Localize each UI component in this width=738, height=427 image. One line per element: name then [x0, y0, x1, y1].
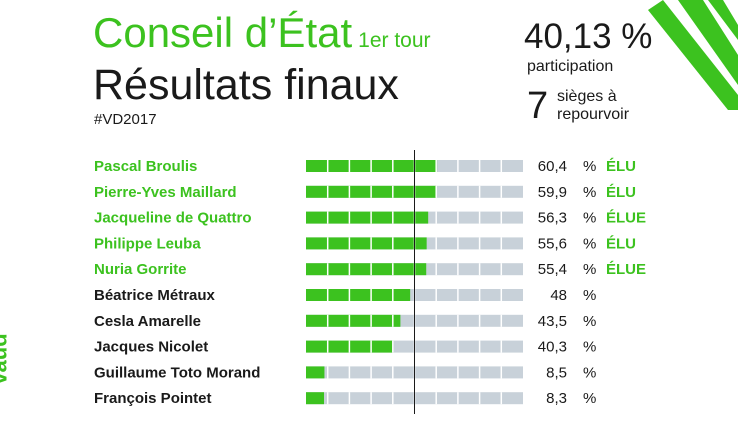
bar [306, 314, 401, 327]
page-title: Conseil d’État 1er tour [93, 10, 431, 64]
candidate-name: Nuria Gorrite [94, 261, 187, 278]
candidate-name: Jacques Nicolet [94, 339, 208, 356]
candidate-name: Philippe Leuba [94, 235, 201, 252]
candidate-name: François Pointet [94, 390, 212, 407]
elected-status: ÉLUE [606, 210, 646, 227]
bar [306, 211, 429, 224]
seats-label: sièges à repourvoir [557, 88, 630, 123]
value-label: 60,4 [538, 158, 567, 175]
value-label: 43,5 [538, 313, 567, 330]
elected-status: ÉLUE [606, 261, 646, 278]
decorative-stripes [648, 0, 738, 110]
value-label: 8,5 [546, 364, 567, 381]
unit-label: % [583, 235, 596, 252]
unit-label: % [583, 210, 596, 227]
value-label: 55,6 [538, 235, 567, 252]
bar [306, 237, 427, 250]
candidate-name: Béatrice Métraux [94, 287, 216, 304]
candidate-name: Guillaume Toto Morand [94, 364, 260, 381]
unit-label: % [583, 339, 596, 356]
value-label: 40,3 [538, 339, 567, 356]
elected-status: ÉLU [606, 158, 636, 175]
turnout-label: participation [527, 58, 614, 75]
candidate-name: Pierre-Yves Maillard [94, 184, 237, 201]
unit-label: % [583, 287, 596, 304]
hashtag: #VD2017 [94, 111, 157, 128]
results-chart: Pascal Broulis 60,4% ÉLU Pierre-Yves Mailla… [94, 150, 646, 414]
seats-value: 7 [527, 85, 549, 127]
elected-status: ÉLU [606, 184, 636, 201]
unit-label: % [583, 158, 596, 175]
title-text: Conseil d’État [93, 9, 353, 56]
elected-status: ÉLU [606, 235, 636, 252]
round-label: 1er tour [358, 29, 431, 52]
unit-label: % [583, 261, 596, 278]
bar [306, 366, 325, 379]
unit-label: % [583, 364, 596, 381]
candidate-name: Cesla Amarelle [94, 313, 201, 330]
unit-label: % [583, 184, 596, 201]
bar [306, 263, 427, 276]
value-label: 56,3 [538, 210, 567, 227]
value-label: 48 [550, 287, 567, 304]
unit-label: % [583, 313, 596, 330]
unit-label: % [583, 390, 596, 407]
candidate-name: Jacqueline de Quattro [94, 210, 252, 227]
value-label: 8,3 [546, 390, 567, 407]
turnout-value: 40,13 % [524, 17, 653, 56]
candidate-name: Pascal Broulis [94, 158, 197, 175]
bar [306, 289, 411, 301]
value-label: 59,9 [538, 184, 567, 201]
value-label: 55,4 [538, 261, 567, 278]
bar [306, 392, 325, 405]
page-subtitle: Résultats finaux [93, 61, 399, 109]
